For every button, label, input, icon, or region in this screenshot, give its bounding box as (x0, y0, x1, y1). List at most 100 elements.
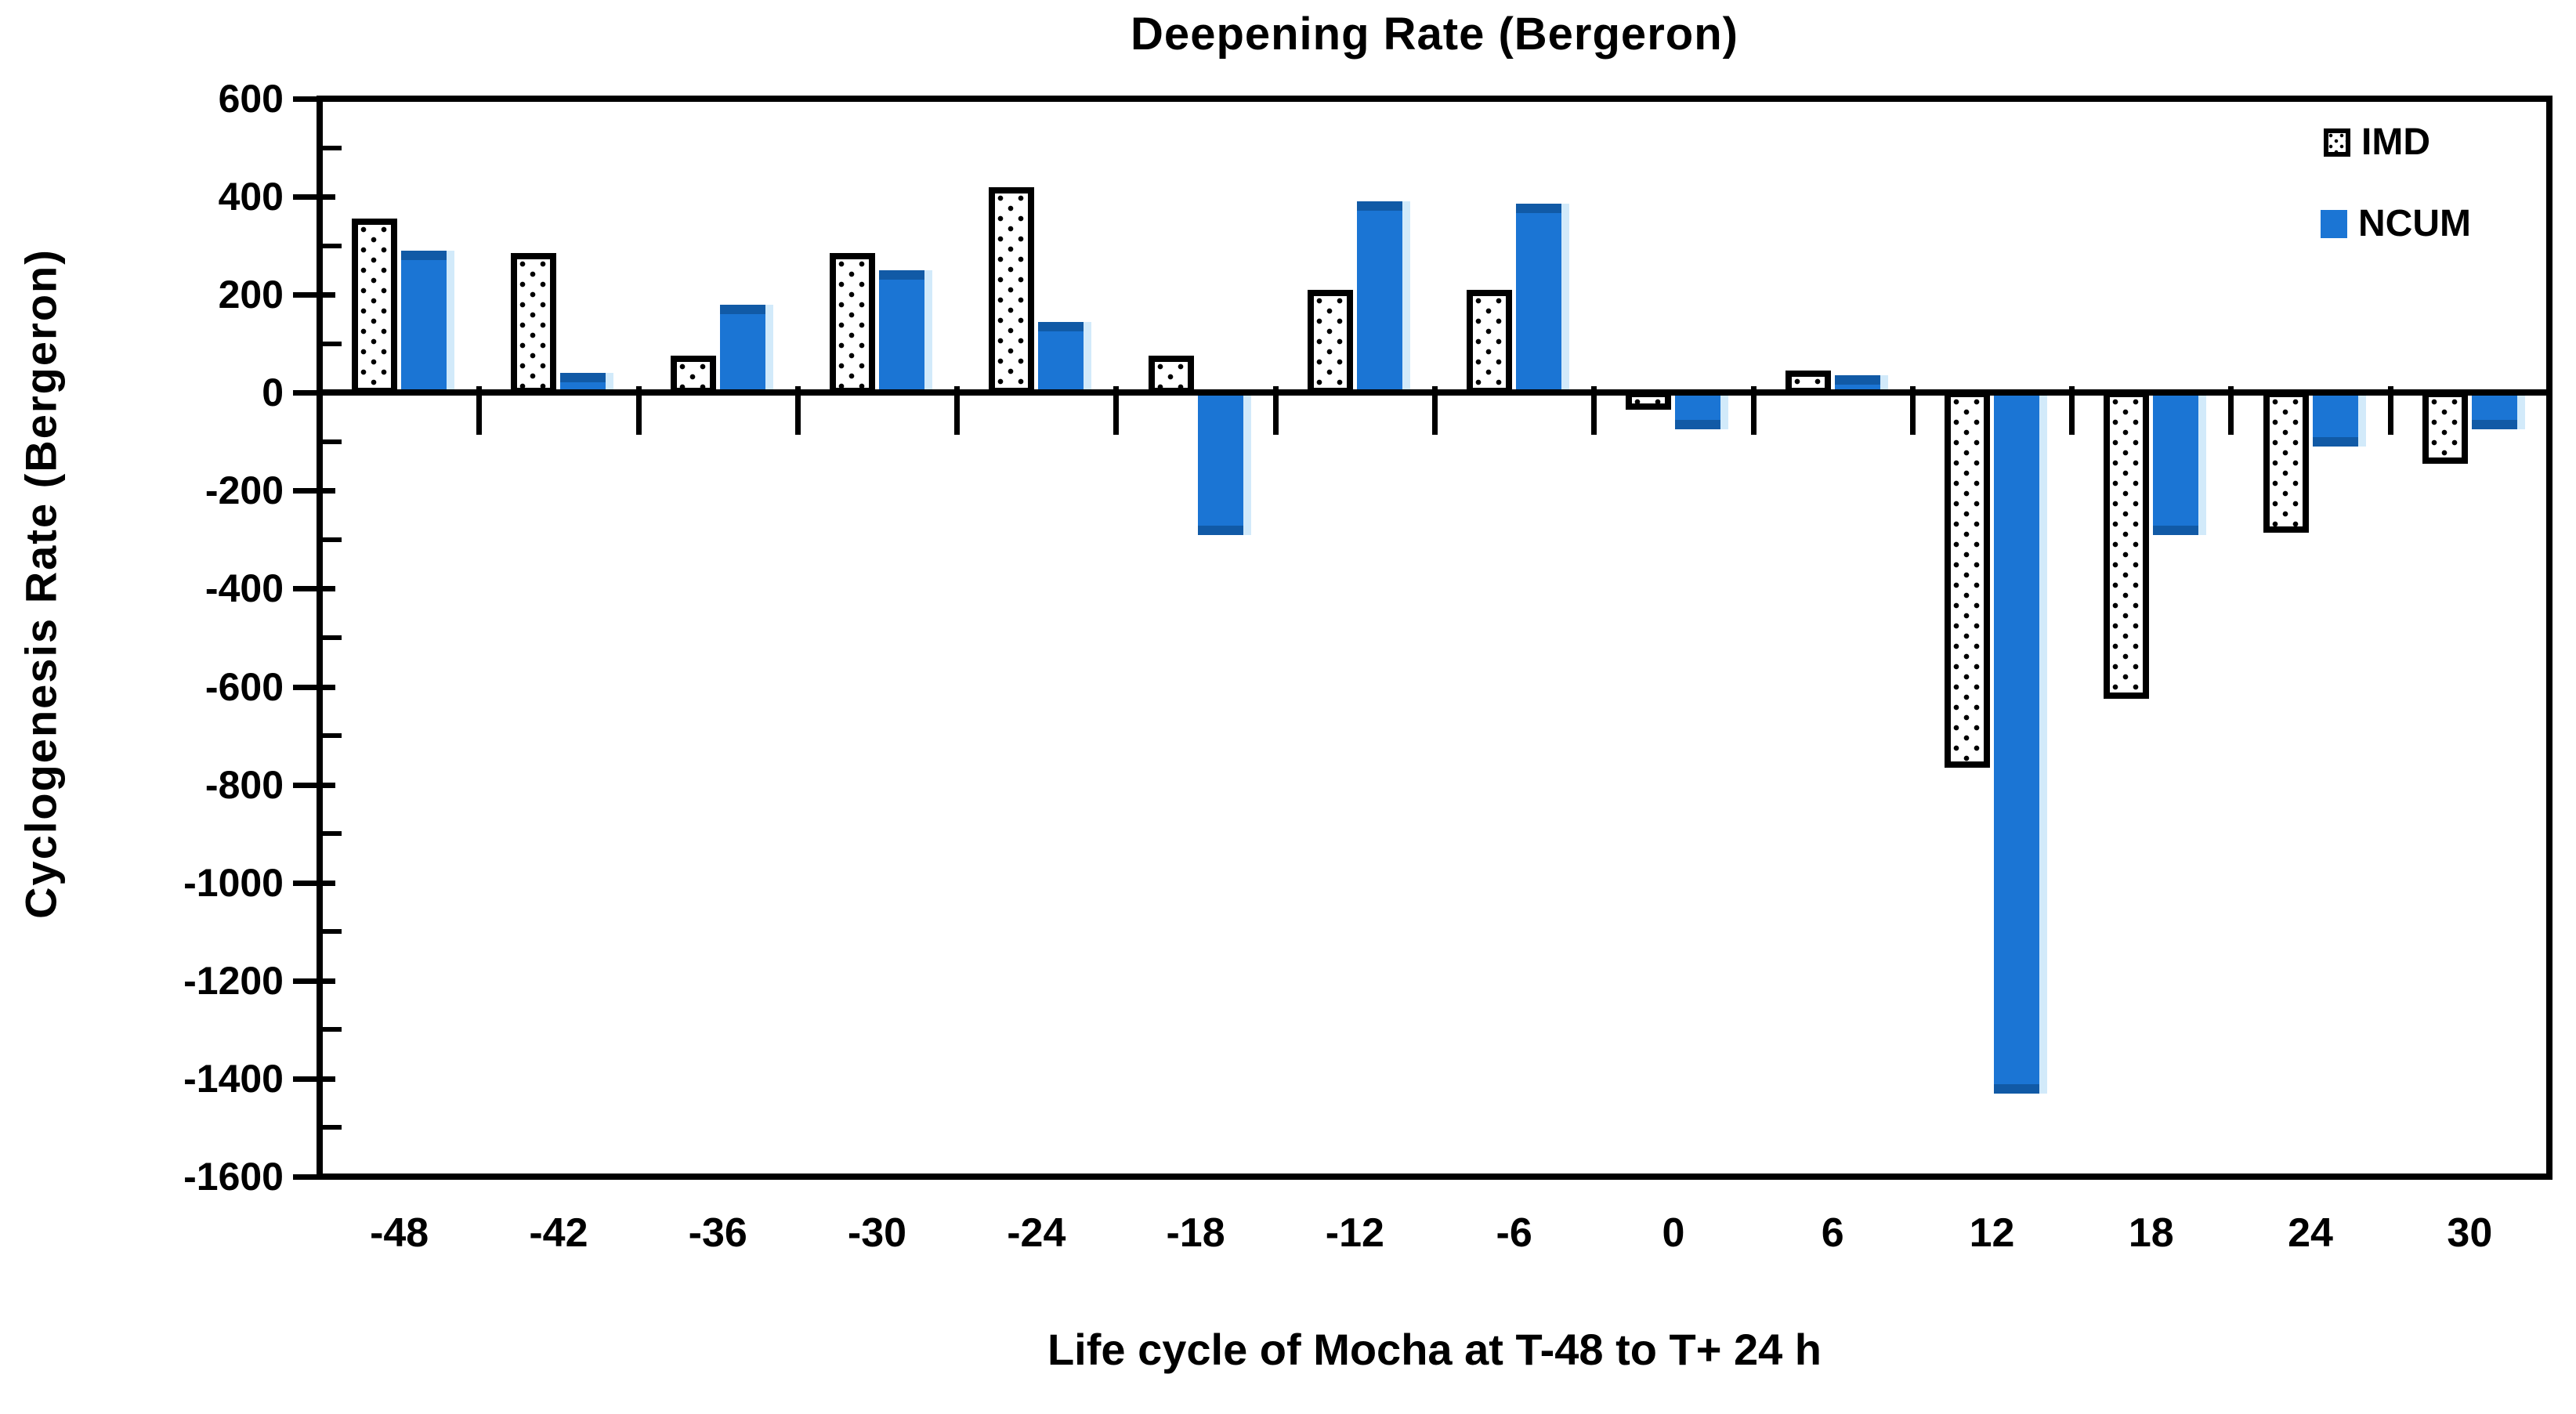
x-axis-category-label: 6 (1821, 1210, 1844, 1256)
y-axis-tick-label: -1600 (183, 1155, 284, 1199)
y-axis-minor-tick (323, 439, 342, 444)
y-axis-major-tick (293, 586, 335, 592)
bar-ncum--30 (879, 269, 924, 395)
imd-swatch-icon (2324, 128, 2350, 157)
x-axis-category-label: 24 (2288, 1210, 2333, 1256)
y-axis-minor-tick (323, 145, 342, 150)
ncum-swatch-icon (2321, 210, 2347, 238)
x-axis-category-label: -12 (1325, 1210, 1384, 1256)
legend-label-imd: IMD (2361, 121, 2430, 163)
x-axis-category-label: 0 (1662, 1210, 1685, 1256)
y-axis-tick-label: -400 (204, 566, 284, 611)
bar-ncum--24 (1038, 321, 1084, 395)
y-axis-tick-label: 200 (218, 273, 284, 317)
bar-imd--12 (1307, 289, 1353, 395)
x-axis-tick (2069, 386, 2075, 436)
y-axis-minor-tick (323, 537, 342, 542)
x-axis-category-label: -18 (1166, 1210, 1225, 1256)
x-axis-tick (1432, 386, 1438, 436)
bar-ncum--18 (1197, 391, 1243, 535)
legend-label-ncum: NCUM (2358, 203, 2471, 244)
x-axis-category-label: 18 (2128, 1210, 2174, 1256)
bar-ncum--36 (719, 304, 765, 395)
x-axis-category-label: -24 (1007, 1210, 1066, 1256)
y-axis-major-tick (293, 978, 335, 984)
y-axis-major-tick (293, 880, 335, 886)
x-axis-category-label: -36 (688, 1210, 747, 1256)
legend-item-imd: IMD (2324, 124, 2430, 161)
bar-imd--36 (670, 356, 716, 395)
y-axis-minor-tick (323, 1125, 342, 1130)
x-axis-tick (2547, 386, 2552, 436)
bar-imd--30 (830, 253, 875, 395)
y-axis-tick-label: -1400 (183, 1056, 284, 1101)
x-axis-tick (2387, 386, 2393, 436)
x-axis-tick (1272, 386, 1279, 436)
bar-ncum-0 (1675, 391, 1721, 430)
bar-imd-18 (2104, 391, 2150, 700)
zero-baseline (317, 389, 2552, 396)
bar-imd-12 (1945, 391, 1990, 768)
bar-imd--48 (352, 219, 398, 395)
y-axis-minor-tick (323, 831, 342, 837)
y-axis-tick-label: -1000 (183, 860, 284, 905)
y-axis-major-tick (293, 194, 335, 201)
bar-ncum-24 (2312, 391, 2358, 447)
x-axis-tick (476, 386, 483, 436)
chart-title: Deepening Rate (Bergeron) (1131, 9, 1738, 60)
bar-imd-24 (2263, 391, 2309, 533)
bar-ncum--6 (1516, 204, 1562, 395)
y-axis-tick-label: 400 (218, 175, 284, 219)
y-axis-major-tick (293, 488, 335, 494)
x-axis-tick (1909, 386, 1916, 436)
y-axis-major-tick (293, 1174, 335, 1180)
y-axis-major-tick (293, 782, 335, 788)
x-axis-tick (1113, 386, 1120, 436)
y-axis-tick-label: 600 (218, 77, 284, 121)
x-axis-category-label: -6 (1496, 1210, 1532, 1256)
y-axis-major-tick (293, 684, 335, 690)
y-axis-title: Cyclogenesis Rate (Bergeron) (16, 248, 66, 919)
bar-ncum-18 (2153, 391, 2199, 535)
y-axis-major-tick (293, 292, 335, 298)
y-axis-minor-tick (323, 635, 342, 640)
x-axis-tick (1750, 386, 1757, 436)
bar-ncum--48 (401, 250, 447, 395)
y-axis-minor-tick (323, 243, 342, 248)
y-axis-tick-label: 0 (262, 371, 284, 415)
x-axis-tick (2228, 386, 2234, 436)
y-axis-tick-label: -200 (204, 468, 284, 513)
y-axis-major-tick (293, 96, 335, 102)
x-axis-tick (1591, 386, 1597, 436)
y-axis-major-tick (293, 390, 335, 396)
legend-item-ncum: NCUM (2321, 205, 2471, 243)
x-axis-tick (635, 386, 642, 436)
x-axis-category-label: -48 (370, 1210, 429, 1256)
bar-ncum--12 (1356, 201, 1402, 395)
bar-imd--24 (989, 186, 1035, 395)
y-axis-tick-label: -1200 (183, 958, 284, 1003)
bar-imd--6 (1467, 289, 1513, 395)
bar-imd-6 (1785, 371, 1831, 395)
y-axis-minor-tick (323, 733, 342, 739)
x-axis-category-label: 30 (2447, 1210, 2493, 1256)
bar-imd--18 (1148, 356, 1194, 395)
y-axis-tick-label: -600 (204, 664, 284, 709)
x-axis-title: Life cycle of Mocha at T-48 to T+ 24 h (1047, 1325, 1822, 1374)
y-axis-minor-tick (323, 929, 342, 935)
bar-imd-30 (2422, 391, 2468, 464)
x-axis-tick (317, 386, 323, 436)
y-axis-tick-label: -800 (204, 762, 284, 807)
x-axis-category-label: -42 (529, 1210, 588, 1256)
y-axis-minor-tick (323, 1027, 342, 1032)
bar-ncum-12 (1994, 391, 2039, 1094)
x-axis-tick (794, 386, 801, 436)
bar-ncum-30 (2471, 391, 2517, 430)
y-axis-minor-tick (323, 341, 342, 346)
plot-area (317, 96, 2552, 1180)
bar-imd--42 (511, 253, 557, 395)
x-axis-category-label: -30 (847, 1210, 907, 1256)
x-axis-tick (954, 386, 961, 436)
x-axis-category-label: 12 (1969, 1210, 2015, 1256)
